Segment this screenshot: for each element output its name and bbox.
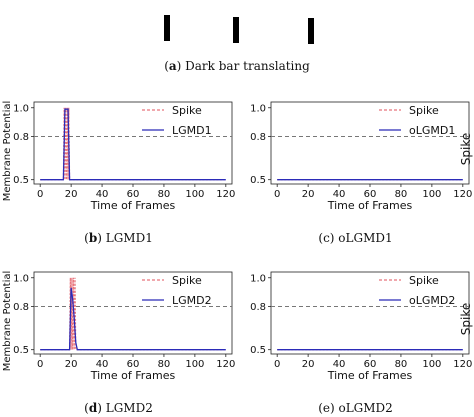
x-axis-label: Time of Frames <box>327 369 413 382</box>
side-spike-label-bottom: Spike <box>459 302 473 336</box>
caption-e: (e) oLGMD2 <box>318 401 393 415</box>
x-tick-label: 120 <box>453 189 472 200</box>
x-tick-label: 20 <box>65 359 78 370</box>
y-tick-label: 0.8 <box>250 132 266 143</box>
legend-label: Spike <box>172 104 202 117</box>
x-axis-label: Time of Frames <box>327 199 413 212</box>
legend-label: LGMD2 <box>172 294 212 307</box>
x-tick-label: 120 <box>216 359 235 370</box>
caption-d: (d) LGMD2 <box>84 401 153 415</box>
x-tick-label: 60 <box>364 189 377 200</box>
side-spike-label-top: Spike <box>459 132 473 166</box>
x-tick-label: 120 <box>453 359 472 370</box>
y-tick-label: 1.0 <box>13 103 29 114</box>
x-tick-label: 0 <box>274 359 280 370</box>
x-tick-label: 40 <box>333 359 346 370</box>
y-axis-label: Membrane Potential <box>2 271 13 372</box>
y-tick-label: 0.8 <box>13 302 29 313</box>
chart-e: 0.5 0.8 1.0 0 20 40 60 80 100 120 Time of Frames Sp… <box>250 271 472 382</box>
x-tick-label: 60 <box>127 359 140 370</box>
legend-label: Spike <box>409 274 439 287</box>
caption-a: (a) Dark bar translating <box>164 59 310 73</box>
x-tick-label: 0 <box>37 189 43 200</box>
y-tick-label: 0.5 <box>13 345 29 356</box>
dark-bar-2 <box>233 17 239 43</box>
spike-series-line <box>40 277 226 351</box>
dark-bar-1 <box>164 15 170 41</box>
legend-label: Spike <box>409 104 439 117</box>
chart-d: 0.5 0.8 1.0 0 20 40 60 80 100 120 Time of Frames Me… <box>2 271 235 382</box>
x-tick-label: 40 <box>96 189 109 200</box>
x-axis-label: Time of Frames <box>90 199 176 212</box>
x-tick-label: 40 <box>96 359 109 370</box>
x-tick-label: 0 <box>37 359 43 370</box>
caption-b: (b) LGMD1 <box>84 231 153 245</box>
x-axis-label: Time of Frames <box>90 369 176 382</box>
x-tick-label: 80 <box>395 359 408 370</box>
dark-bar-3 <box>308 18 314 44</box>
x-tick-label: 20 <box>302 359 315 370</box>
y-tick-label: 0.5 <box>13 175 29 186</box>
x-tick-label: 120 <box>216 189 235 200</box>
legend-label: oLGMD2 <box>409 294 455 307</box>
legend-label: Spike <box>172 274 202 287</box>
y-tick-label: 0.8 <box>250 302 266 313</box>
x-tick-label: 100 <box>185 359 204 370</box>
x-tick-label: 80 <box>158 189 171 200</box>
chart-b: 0.5 0.8 1.0 0 20 40 60 80 100 120 Time of Frames Me… <box>2 101 235 212</box>
y-tick-label: 0.8 <box>13 132 29 143</box>
x-tick-label: 100 <box>185 189 204 200</box>
legend-label: LGMD1 <box>172 124 212 137</box>
plot-frame <box>270 271 470 355</box>
y-tick-label: 0.5 <box>250 175 266 186</box>
legend-label: oLGMD1 <box>409 124 455 137</box>
x-tick-label: 60 <box>364 359 377 370</box>
x-tick-label: 20 <box>302 189 315 200</box>
caption-c: (c) oLGMD1 <box>318 231 393 245</box>
x-tick-label: 60 <box>127 189 140 200</box>
x-tick-label: 100 <box>422 359 441 370</box>
membrane-series-line <box>40 287 226 351</box>
y-tick-label: 1.0 <box>13 273 29 284</box>
y-axis-label: Membrane Potential <box>2 101 13 202</box>
membrane-series-line <box>40 108 226 181</box>
x-tick-label: 100 <box>422 189 441 200</box>
x-tick-label: 40 <box>333 189 346 200</box>
y-tick-label: 0.5 <box>250 345 266 356</box>
chart-c: 0.5 0.8 1.0 0 20 40 60 80 100 120 Time of Frames Sp… <box>250 101 472 212</box>
x-tick-label: 80 <box>395 189 408 200</box>
plot-frame <box>33 271 233 355</box>
y-tick-label: 1.0 <box>250 103 266 114</box>
y-tick-label: 1.0 <box>250 273 266 284</box>
x-tick-label: 80 <box>158 359 171 370</box>
plot-frame <box>270 101 470 185</box>
x-tick-label: 0 <box>274 189 280 200</box>
x-tick-label: 20 <box>65 189 78 200</box>
